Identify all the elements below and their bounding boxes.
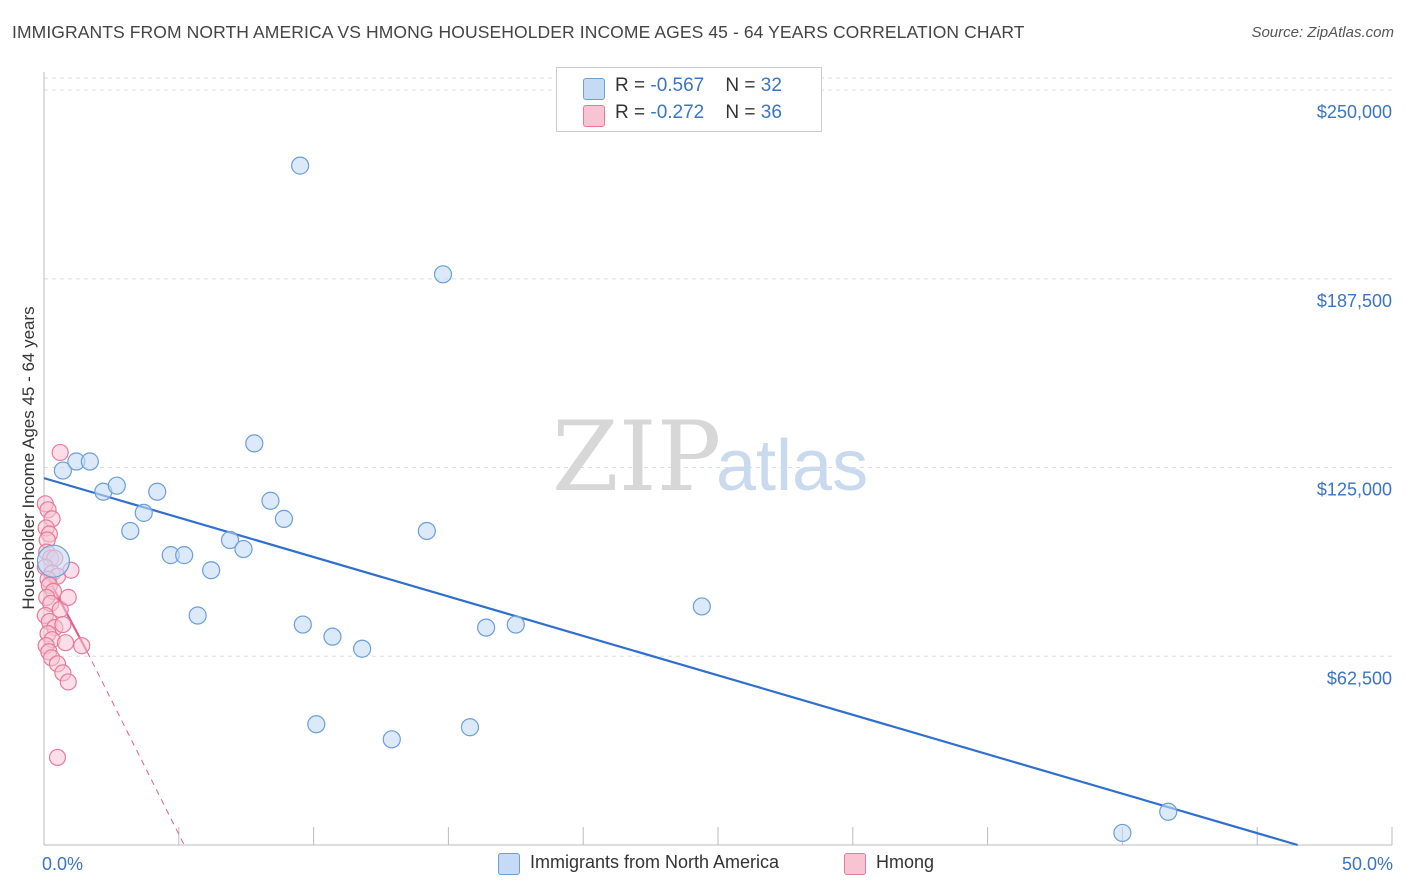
data-point-hmong (73, 637, 91, 655)
x-tick-label: 50.0% (1342, 854, 1393, 874)
data-point-immigrants (417, 521, 436, 541)
data-point-immigrants (291, 156, 310, 175)
data-point-immigrants (36, 544, 71, 578)
data-point-immigrants (148, 482, 167, 501)
bottom-legend-label: Hmong (876, 852, 935, 872)
data-point-immigrants (121, 521, 140, 541)
legend-swatch-blue (583, 78, 605, 100)
data-point-hmong (48, 748, 67, 767)
data-point-immigrants (506, 615, 525, 634)
chart-title: IMMIGRANTS FROM NORTH AMERICA VS HMONG H… (12, 22, 1025, 42)
data-point-hmong (59, 588, 77, 606)
y-axis-title: Householder Income Ages 45 - 64 years (19, 306, 38, 609)
data-point-hmong (56, 634, 75, 652)
data-point-immigrants (220, 530, 240, 550)
grid-layer (44, 77, 1392, 657)
axis-layer (43, 72, 1393, 846)
source-label: Source: ZipAtlas.com (1251, 24, 1394, 41)
legend-text: R = -0.272 N = 36 (615, 102, 782, 123)
data-point-immigrants (234, 539, 253, 559)
bottom-legend-swatch-blue (498, 853, 520, 875)
data-point-immigrants (80, 452, 99, 471)
data-point-immigrants (477, 618, 496, 637)
y-tick-label: $125,000 (1317, 480, 1392, 500)
data-point-immigrants (460, 718, 480, 737)
data-point-hmong (51, 443, 69, 462)
data-point-immigrants (353, 639, 372, 658)
trend-line-hmong-extension (86, 651, 185, 846)
data-point-immigrants (307, 715, 326, 734)
trend-line-immigrants (43, 477, 1298, 847)
data-point-immigrants (1113, 823, 1132, 843)
watermark-atlas: atlas (716, 426, 868, 506)
points-layer (36, 156, 1178, 843)
y-tick-label: $187,500 (1317, 291, 1392, 311)
data-point-immigrants (382, 730, 401, 749)
data-point-immigrants (175, 546, 194, 565)
data-point-immigrants (202, 561, 221, 580)
legend: R = -0.567 N = 32 R = -0.272 N = 36 (556, 67, 822, 132)
data-point-immigrants (107, 476, 126, 495)
data-point-immigrants (261, 491, 280, 510)
data-point-immigrants (1159, 802, 1178, 821)
legend-swatch-pink (583, 105, 605, 127)
bottom-legend-label: Immigrants from North America (530, 852, 780, 872)
data-point-hmong (54, 615, 72, 634)
y-tick-label: $250,000 (1317, 102, 1392, 122)
data-point-immigrants (53, 461, 72, 480)
data-point-immigrants (692, 597, 711, 616)
watermark-zip: ZIP (552, 401, 721, 513)
bottom-legend-swatch-pink (844, 853, 866, 875)
data-point-hmong (59, 673, 77, 691)
y-tick-label: $62,500 (1327, 668, 1392, 688)
data-point-immigrants (274, 509, 294, 528)
data-point-immigrants (134, 503, 153, 522)
data-point-immigrants (433, 265, 453, 284)
data-point-immigrants (188, 606, 207, 625)
data-point-immigrants (245, 434, 264, 453)
label-layer: $62,500 $125,000 $187,500 $250,000 0.0% 50.0% (42, 102, 1393, 874)
data-point-immigrants (293, 615, 312, 634)
legend-text: R = -0.567 N = 32 (615, 75, 782, 96)
data-point-immigrants (323, 627, 342, 646)
x-tick-label: 0.0% (42, 854, 83, 874)
